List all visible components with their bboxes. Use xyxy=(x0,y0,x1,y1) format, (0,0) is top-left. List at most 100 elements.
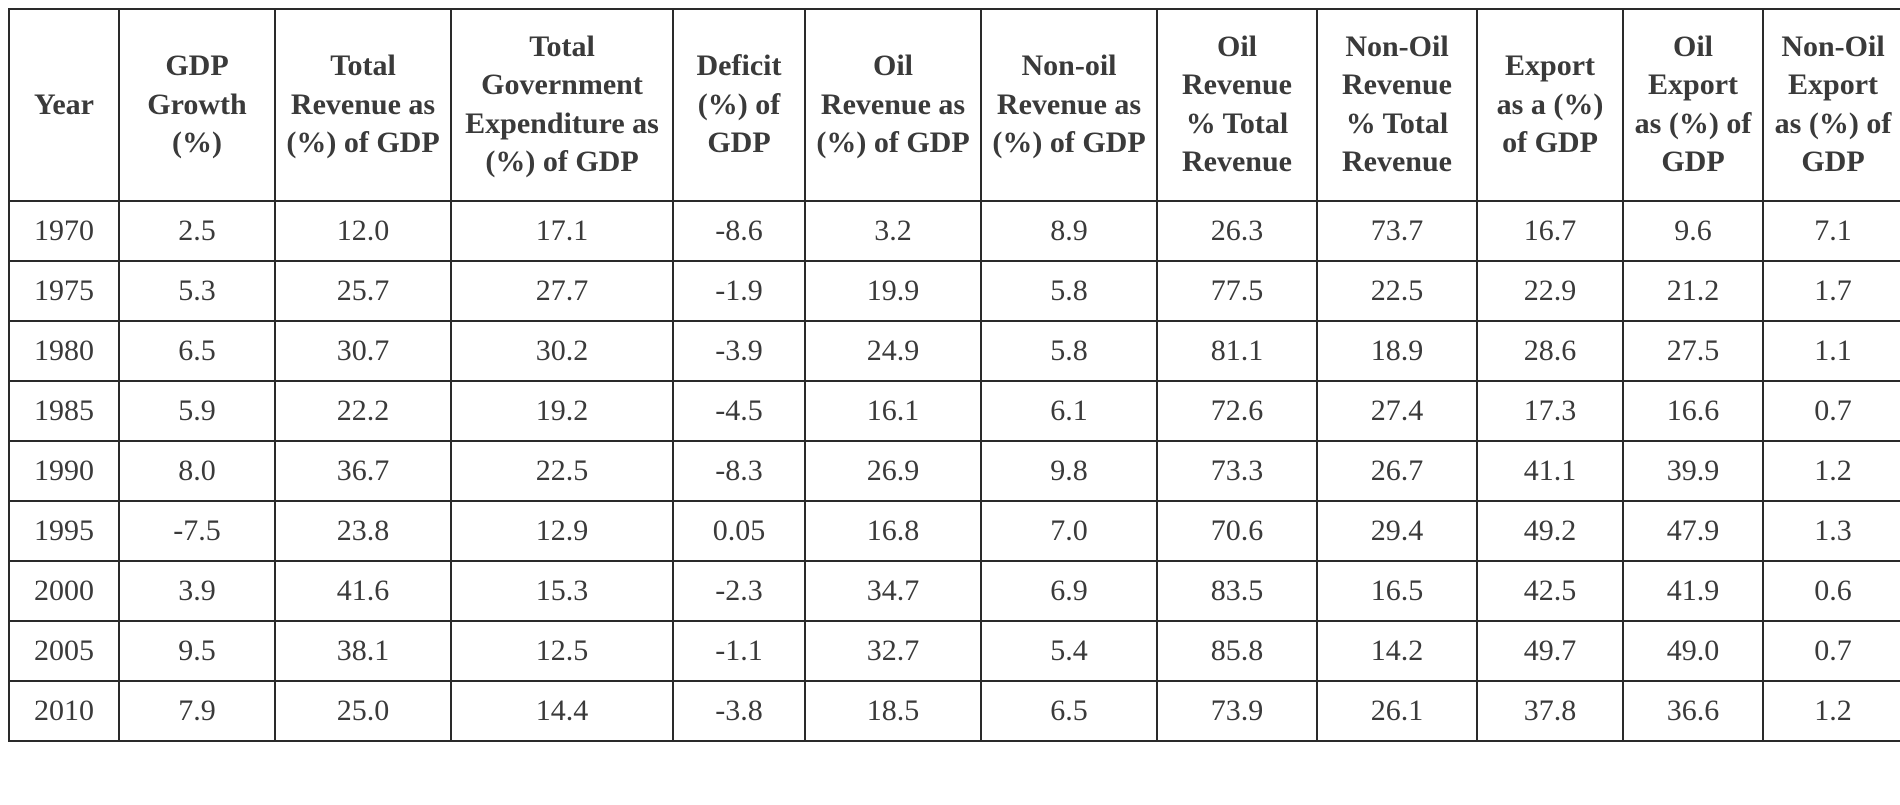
table-header: Year GDP Growth (%) Total Revenue as (%)… xyxy=(9,9,1900,201)
table-cell: 23.8 xyxy=(275,501,451,561)
table-cell: 41.6 xyxy=(275,561,451,621)
table-cell: 5.9 xyxy=(119,381,275,441)
table-cell: 7.1 xyxy=(1763,201,1900,261)
table-cell: 7.9 xyxy=(119,681,275,741)
col-header-oil-revenue-total: Oil Revenue % Total Revenue xyxy=(1157,9,1317,201)
table-cell: 25.7 xyxy=(275,261,451,321)
table-cell: -2.3 xyxy=(673,561,805,621)
table-cell: 9.8 xyxy=(981,441,1157,501)
table-cell: 6.9 xyxy=(981,561,1157,621)
col-header-year: Year xyxy=(9,9,119,201)
table-cell: 0.7 xyxy=(1763,621,1900,681)
table-cell: 15.3 xyxy=(451,561,673,621)
table-cell: 0.6 xyxy=(1763,561,1900,621)
table-cell: 22.5 xyxy=(1317,261,1477,321)
table-cell: 73.3 xyxy=(1157,441,1317,501)
col-header-export-gdp: Export as a (%) of GDP xyxy=(1477,9,1623,201)
table-cell: 3.2 xyxy=(805,201,981,261)
table-cell: 12.0 xyxy=(275,201,451,261)
table-cell: 29.4 xyxy=(1317,501,1477,561)
table-cell: 41.1 xyxy=(1477,441,1623,501)
table-cell: 36.7 xyxy=(275,441,451,501)
table-cell: -8.3 xyxy=(673,441,805,501)
table-cell: 26.7 xyxy=(1317,441,1477,501)
table-cell: 24.9 xyxy=(805,321,981,381)
table-cell: 41.9 xyxy=(1623,561,1763,621)
table-cell: 1.1 xyxy=(1763,321,1900,381)
table-row: 19755.325.727.7-1.919.95.877.522.522.921… xyxy=(9,261,1900,321)
table-cell: 22.9 xyxy=(1477,261,1623,321)
table-cell: 28.6 xyxy=(1477,321,1623,381)
table-cell: 6.5 xyxy=(981,681,1157,741)
table-cell: 6.5 xyxy=(119,321,275,381)
table-cell: 36.6 xyxy=(1623,681,1763,741)
table-cell: 14.4 xyxy=(451,681,673,741)
table-cell: 32.7 xyxy=(805,621,981,681)
table-cell: 1975 xyxy=(9,261,119,321)
table-cell: 26.9 xyxy=(805,441,981,501)
table-cell: 1.7 xyxy=(1763,261,1900,321)
table-cell: 22.5 xyxy=(451,441,673,501)
table-cell: 5.8 xyxy=(981,261,1157,321)
table-cell: 9.5 xyxy=(119,621,275,681)
table-cell: 1.2 xyxy=(1763,681,1900,741)
table-body: 19702.512.017.1-8.63.28.926.373.716.79.6… xyxy=(9,201,1900,741)
table-cell: 27.4 xyxy=(1317,381,1477,441)
table-cell: 5.3 xyxy=(119,261,275,321)
table-cell: -3.9 xyxy=(673,321,805,381)
table-row: 19908.036.722.5-8.326.99.873.326.741.139… xyxy=(9,441,1900,501)
table-cell: -4.5 xyxy=(673,381,805,441)
table-cell: 5.8 xyxy=(981,321,1157,381)
table-cell: 12.5 xyxy=(451,621,673,681)
table-cell: 17.1 xyxy=(451,201,673,261)
table-row: 20059.538.112.5-1.132.75.485.814.249.749… xyxy=(9,621,1900,681)
economic-indicators-table: Year GDP Growth (%) Total Revenue as (%)… xyxy=(8,8,1900,742)
table-cell: 17.3 xyxy=(1477,381,1623,441)
table-cell: 3.9 xyxy=(119,561,275,621)
table-cell: 26.1 xyxy=(1317,681,1477,741)
table-cell: 14.2 xyxy=(1317,621,1477,681)
table-cell: 27.5 xyxy=(1623,321,1763,381)
table-cell: 77.5 xyxy=(1157,261,1317,321)
table-cell: 1995 xyxy=(9,501,119,561)
table-cell: 22.2 xyxy=(275,381,451,441)
table-row: 20003.941.615.3-2.334.76.983.516.542.541… xyxy=(9,561,1900,621)
table-cell: 47.9 xyxy=(1623,501,1763,561)
table-cell: 0.7 xyxy=(1763,381,1900,441)
col-header-oil-revenue-gdp: Oil Revenue as (%) of GDP xyxy=(805,9,981,201)
table-cell: 18.9 xyxy=(1317,321,1477,381)
table-cell: 30.2 xyxy=(451,321,673,381)
table-cell: 72.6 xyxy=(1157,381,1317,441)
table-cell: 1.3 xyxy=(1763,501,1900,561)
table-cell: 25.0 xyxy=(275,681,451,741)
table-cell: 38.1 xyxy=(275,621,451,681)
table-cell: 0.05 xyxy=(673,501,805,561)
table-row: 19855.922.219.2-4.516.16.172.627.417.316… xyxy=(9,381,1900,441)
table-cell: 30.7 xyxy=(275,321,451,381)
col-header-nonoil-export-gdp: Non-Oil Export as (%) of GDP xyxy=(1763,9,1900,201)
table-cell: 16.6 xyxy=(1623,381,1763,441)
table-cell: 21.2 xyxy=(1623,261,1763,321)
col-header-oil-export-gdp: Oil Export as (%) of GDP xyxy=(1623,9,1763,201)
table-cell: 1990 xyxy=(9,441,119,501)
table-cell: 6.1 xyxy=(981,381,1157,441)
table-cell: 2000 xyxy=(9,561,119,621)
table-cell: 2.5 xyxy=(119,201,275,261)
table-cell: 16.5 xyxy=(1317,561,1477,621)
table-cell: 12.9 xyxy=(451,501,673,561)
table-cell: 7.0 xyxy=(981,501,1157,561)
table-cell: 73.9 xyxy=(1157,681,1317,741)
table-cell: -3.8 xyxy=(673,681,805,741)
table-cell: 27.7 xyxy=(451,261,673,321)
table-cell: 8.0 xyxy=(119,441,275,501)
table-row: 1995-7.523.812.90.0516.87.070.629.449.24… xyxy=(9,501,1900,561)
table-cell: -8.6 xyxy=(673,201,805,261)
table-cell: 1980 xyxy=(9,321,119,381)
table-cell: 2005 xyxy=(9,621,119,681)
table-cell: 42.5 xyxy=(1477,561,1623,621)
col-header-total-expenditure: Total Government Expenditure as (%) of G… xyxy=(451,9,673,201)
table-cell: -1.1 xyxy=(673,621,805,681)
table-cell: 83.5 xyxy=(1157,561,1317,621)
table-cell: 18.5 xyxy=(805,681,981,741)
table-cell: 85.8 xyxy=(1157,621,1317,681)
